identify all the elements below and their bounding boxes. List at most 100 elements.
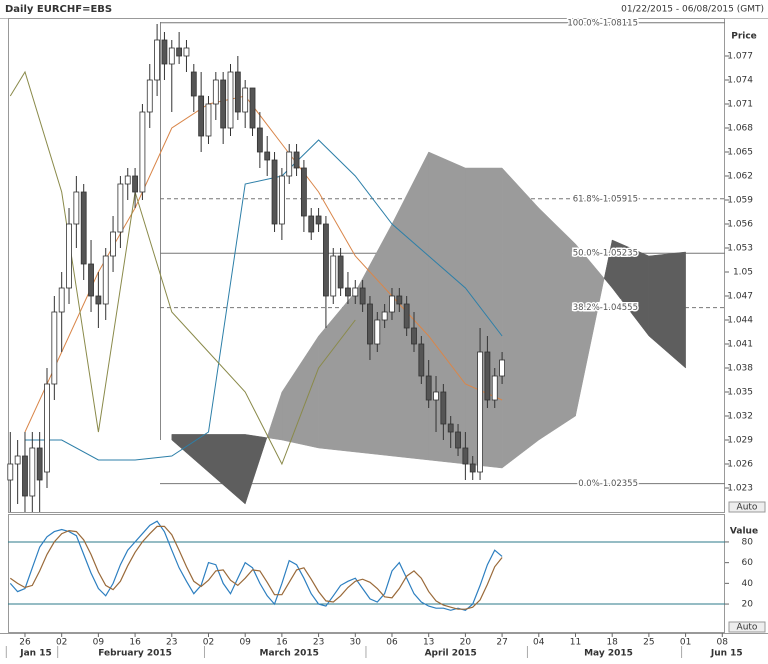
x-tick-label: 02 <box>203 638 214 648</box>
y-tick-label: 1.056 <box>727 220 753 230</box>
candle-body <box>499 359 505 377</box>
period-label: April 2015 <box>425 649 477 659</box>
y-axis-title: Value <box>730 527 758 537</box>
candle-body <box>124 175 131 185</box>
candle-body <box>352 287 359 297</box>
candle-body <box>212 79 219 105</box>
x-tick-label: 13 <box>423 638 434 648</box>
candle-body <box>198 95 205 137</box>
y-tick-label: 1.044 <box>727 316 753 326</box>
cloud <box>501 167 540 469</box>
candle-body <box>462 447 469 465</box>
y-tick-label: 40 <box>742 579 754 589</box>
candle-body <box>433 391 439 401</box>
auto-button[interactable] <box>728 501 766 513</box>
oscillator-line <box>9 520 503 611</box>
candle-body <box>396 295 403 305</box>
candle-body <box>139 111 146 193</box>
auto-button[interactable] <box>728 621 766 633</box>
candle-body <box>403 303 410 329</box>
candle-body <box>14 455 21 465</box>
candle-body <box>190 71 197 97</box>
y-tick-label: 1.041 <box>727 340 753 350</box>
x-tick-label: 04 <box>533 638 545 648</box>
cloud <box>575 243 605 417</box>
candle-body <box>271 159 278 225</box>
x-tick-label: 16 <box>129 638 141 648</box>
candle-body <box>293 151 300 169</box>
candle-body <box>315 215 322 225</box>
auto-button-label[interactable]: Auto <box>737 503 758 513</box>
y-tick-label: 1.032 <box>727 412 753 422</box>
y-tick-label: 1.047 <box>727 292 753 302</box>
candle-body <box>102 255 109 305</box>
x-tick-label: 18 <box>606 638 618 648</box>
chart-title: Daily EURCHF=EBS <box>5 4 112 15</box>
cloud <box>538 207 576 441</box>
y-tick-label: 1.071 <box>727 100 753 110</box>
period-label: May 2015 <box>584 649 633 659</box>
y-tick-label: 1.029 <box>727 436 753 446</box>
price-panel-frame <box>8 18 725 513</box>
candle-body <box>51 311 58 385</box>
y-tick-label: 1.053 <box>727 244 753 254</box>
candle-body <box>418 343 425 377</box>
candle-body <box>484 351 491 401</box>
x-tick-label: 08 <box>717 638 729 648</box>
candle-body <box>374 319 381 345</box>
fib-label: 38.2%-1.04555 <box>573 303 638 313</box>
candle-body <box>300 167 307 217</box>
x-tick-label: 23 <box>166 638 177 648</box>
candle-body <box>411 327 417 345</box>
candle-body <box>330 255 337 297</box>
candle-body <box>132 175 138 193</box>
y-tick-label: 80 <box>742 537 754 547</box>
candle-body <box>455 431 461 449</box>
cloud <box>648 251 686 369</box>
x-tick-label: 20 <box>460 638 472 648</box>
fib-label: 50.0%-1.05235 <box>573 249 638 259</box>
y-tick-label: 1.077 <box>727 52 753 62</box>
y-tick-label: 1.074 <box>727 76 753 86</box>
period-label: Jan 15 <box>19 649 52 659</box>
candle-body <box>161 39 168 65</box>
x-tick-label: 02 <box>56 638 67 648</box>
y-tick-label: 1.026 <box>727 460 753 470</box>
candle-body <box>234 71 241 113</box>
fib-label: 0.0%-1.02355 <box>578 479 638 489</box>
candle-body <box>220 79 227 129</box>
candle-body <box>367 303 373 345</box>
x-tick-label: 26 <box>19 638 31 648</box>
y-tick-label: 1.05 <box>733 268 753 278</box>
period-label: March 2015 <box>260 649 319 659</box>
fib-label: 100.0%-1.08115 <box>567 18 638 28</box>
x-tick-label: 30 <box>350 638 362 648</box>
x-tick-label: 25 <box>643 638 654 648</box>
candle-body <box>176 47 183 57</box>
candle-body <box>264 151 271 161</box>
candle-body <box>227 71 234 129</box>
candle-body <box>168 47 175 65</box>
candle-body <box>117 183 124 233</box>
period-label: Jun 15 <box>710 649 743 659</box>
candle-body <box>447 423 454 433</box>
candle-body <box>425 375 432 401</box>
candle-body <box>73 191 80 225</box>
indicator-line <box>9 70 356 466</box>
x-tick-label: 01 <box>680 638 691 648</box>
candle-body <box>491 375 498 401</box>
date-range: 01/22/2015 - 06/08/2015 (GMT) <box>621 5 764 15</box>
candle-body <box>389 295 395 313</box>
y-tick-label: 1.038 <box>727 364 753 374</box>
candle-body <box>29 447 36 497</box>
auto-button-label[interactable]: Auto <box>737 623 758 633</box>
candle-body <box>359 287 366 305</box>
x-tick-label: 11 <box>570 638 581 648</box>
candle-body <box>146 79 153 113</box>
x-tick-label: 09 <box>93 638 105 648</box>
candle-body <box>80 191 87 265</box>
candle-body <box>7 463 14 481</box>
indicator-line <box>25 139 503 461</box>
candle-body <box>249 87 256 129</box>
